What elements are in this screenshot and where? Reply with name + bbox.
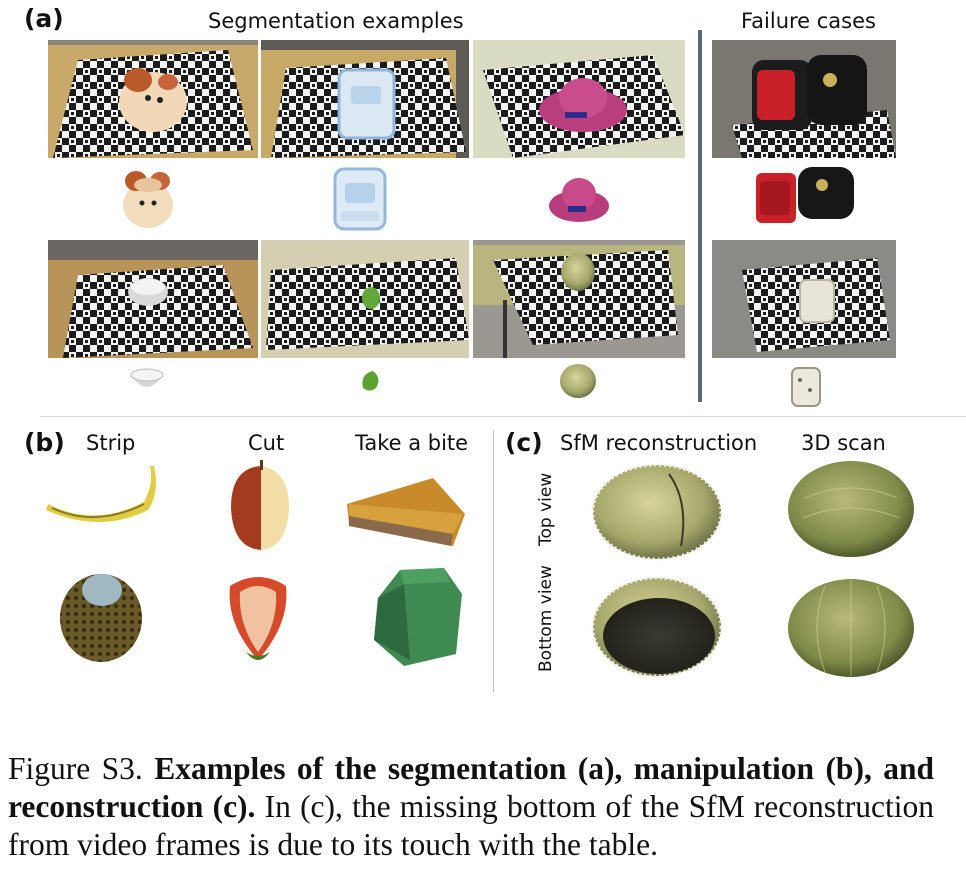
panel-bc-separator [493, 430, 494, 692]
scan-bottom-view [785, 576, 917, 680]
column-strip-header: Strip [86, 431, 136, 455]
row-top-view-label: Top view [536, 472, 556, 546]
object-cake-slice [343, 474, 469, 552]
object-banana [44, 462, 158, 526]
caption-bold: Examples of the segmentation (a), manipu… [8, 751, 935, 824]
row-bottom-view-label: Bottom view [536, 565, 556, 672]
photo-leaf [261, 240, 469, 358]
photo-plastic-box [261, 40, 469, 158]
figure-caption: Figure S3. Examples of the segmentation … [8, 750, 934, 864]
segmented-melon [557, 361, 599, 401]
scan-top-view [785, 458, 917, 560]
segmentation-examples-header: Segmentation examples [208, 9, 464, 33]
column-sfm-reconstruction-header: SfM reconstruction [560, 431, 758, 455]
photo-bowl [48, 240, 258, 358]
segmented-leaf [358, 368, 384, 394]
photo-failure-white-bag [712, 240, 896, 358]
sfm-top-view [589, 462, 725, 562]
column-take-a-bite-header: Take a bite [355, 431, 469, 455]
caption-lead: Figure S3. [8, 751, 155, 786]
sfm-bottom-view [589, 574, 725, 680]
segmented-plastic-box [327, 163, 393, 233]
caption-rest: In (c), the missing bottom of the SfM re… [8, 789, 934, 862]
segmented-failure-white-bag [786, 364, 826, 412]
object-green-cake [370, 564, 470, 670]
photo-plush-toy [48, 40, 258, 158]
panel-b-label: (b) [24, 428, 65, 457]
failure-cases-header: Failure cases [741, 9, 876, 33]
segmented-plush-toy [112, 165, 184, 233]
horizontal-separator [40, 416, 966, 417]
photo-failure-backpack [712, 40, 896, 158]
object-durian [56, 562, 146, 666]
object-strawberry-half [222, 564, 294, 668]
photo-pink-hat [473, 40, 685, 158]
segmented-failure-backpack [752, 163, 858, 229]
panel-a-separator [698, 30, 702, 402]
object-apple-half [227, 458, 295, 554]
segmented-pink-hat [546, 170, 612, 226]
segmented-bowl [128, 365, 166, 395]
panel-c-label: (c) [505, 428, 543, 457]
column-3d-scan-header: 3D scan [801, 431, 886, 455]
column-cut-header: Cut [248, 431, 285, 455]
photo-melon [473, 240, 685, 358]
panel-a-label: (a) [24, 4, 64, 33]
